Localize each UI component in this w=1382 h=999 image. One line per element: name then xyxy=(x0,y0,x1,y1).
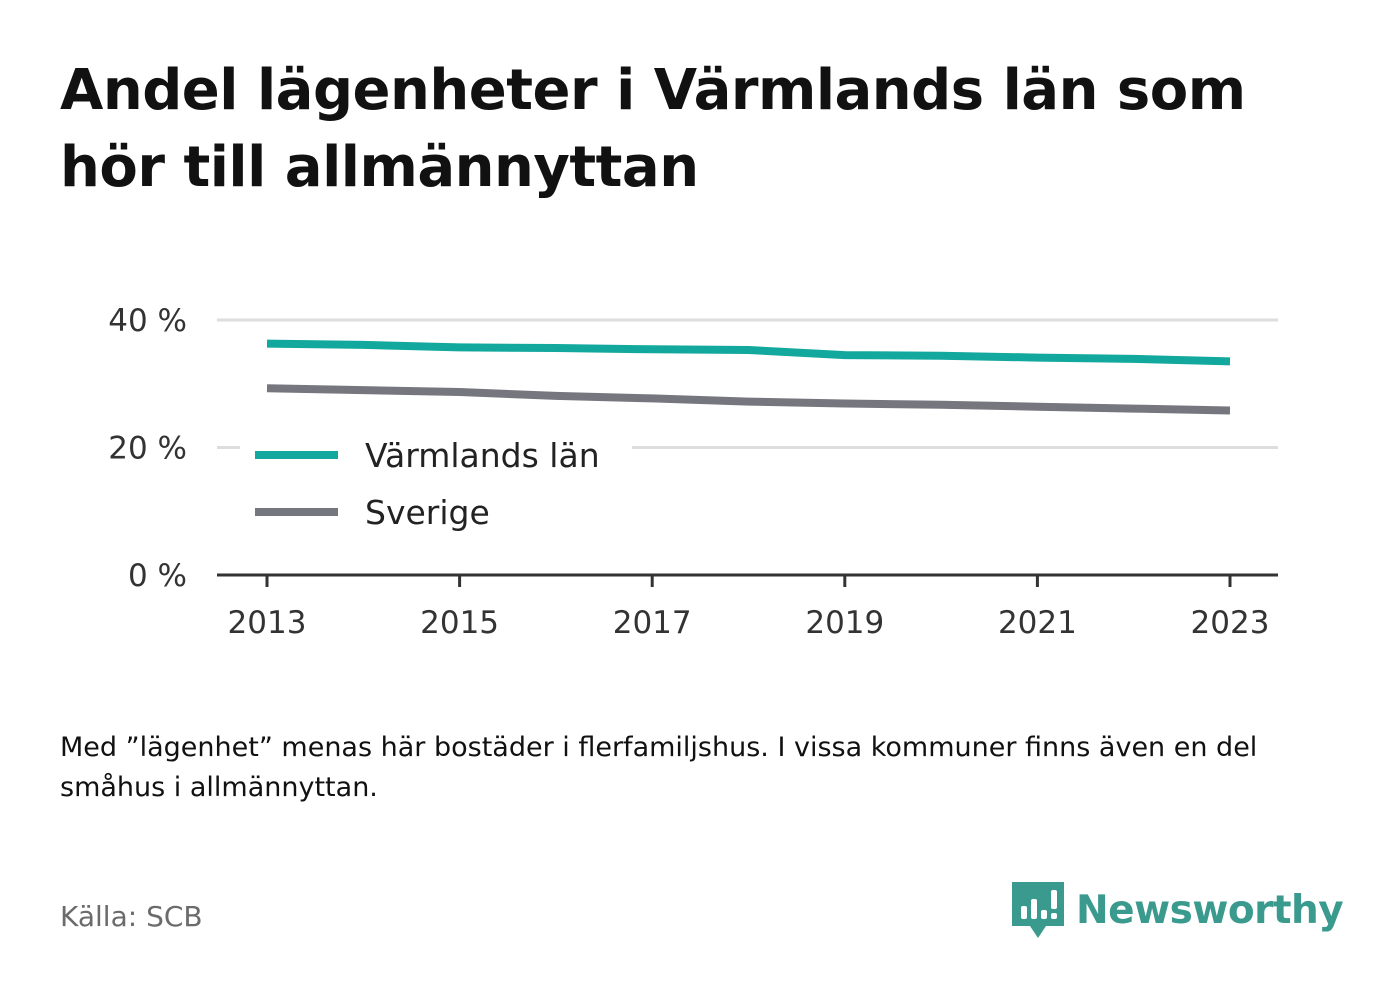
chart-title: Andel lägenheter i Värmlands län som hör… xyxy=(60,58,1246,200)
legend-background xyxy=(240,430,632,545)
brand-logo: Newsworthy xyxy=(1010,880,1344,940)
series-lines xyxy=(266,339,1231,415)
legend-label: Sverige xyxy=(365,493,490,532)
x-tick-label: 2015 xyxy=(420,605,499,641)
x-tick-label: 2013 xyxy=(228,605,307,641)
y-tick-label: 20 % xyxy=(108,431,187,467)
legend-box xyxy=(240,430,632,545)
source-label: Källa: SCB xyxy=(60,900,203,933)
line-chart: 0 % 20 % 40 % 2013 2015 2017 2019 2021 2023 Vär… xyxy=(108,303,1278,641)
legend: Värmlands län Sverige xyxy=(255,436,600,532)
x-tick-label: 2021 xyxy=(998,605,1077,641)
x-axis-labels: 2013 2015 2017 2019 2021 2023 xyxy=(228,605,1270,641)
gridlines xyxy=(217,318,1278,449)
newsworthy-logo-icon xyxy=(1012,882,1064,938)
x-tick-label: 2017 xyxy=(613,605,692,641)
x-tick-label: 2019 xyxy=(805,605,884,641)
y-tick-label: 40 % xyxy=(108,303,187,339)
brand-name: Newsworthy xyxy=(1076,887,1344,933)
series-line-sverige xyxy=(266,384,1231,415)
y-tick-label: 0 % xyxy=(128,558,187,594)
x-axis xyxy=(217,573,1278,587)
x-tick-label: 2023 xyxy=(1191,605,1270,641)
footnote: Med ”lägenhet” menas här bostäder i fler… xyxy=(60,732,1258,803)
y-axis-labels: 0 % 20 % 40 % xyxy=(108,303,187,594)
series-line-varmlands-lan xyxy=(266,339,1231,366)
legend-label: Värmlands län xyxy=(365,436,600,475)
